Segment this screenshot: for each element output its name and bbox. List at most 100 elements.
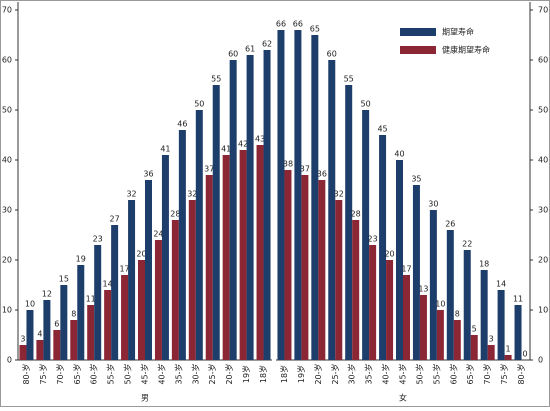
data-label: 28 — [351, 210, 361, 219]
data-label: 27 — [110, 215, 120, 224]
x-tick-label: 19岁 — [241, 365, 251, 383]
bar — [195, 110, 203, 360]
data-label: 3 — [489, 335, 494, 344]
x-tick-label: 30-岁 — [347, 363, 357, 384]
y-tick-label: 10 — [2, 306, 12, 315]
bar — [43, 300, 51, 360]
data-label: 17 — [401, 265, 411, 274]
data-label: 20 — [136, 250, 146, 259]
data-label: 61 — [245, 45, 255, 54]
data-label: 55 — [211, 75, 221, 84]
bar — [161, 155, 169, 360]
data-label: 14 — [496, 280, 506, 289]
data-label: 23 — [93, 235, 103, 244]
data-label: 8 — [455, 310, 460, 319]
x-tick-label: 35-岁 — [173, 363, 183, 384]
bar — [311, 35, 319, 360]
data-label: 40 — [394, 150, 404, 159]
legend-swatch — [400, 28, 436, 36]
bar — [403, 275, 410, 360]
x-tick-label: 80-岁 — [21, 363, 31, 384]
bar — [487, 345, 495, 360]
data-label: 6 — [54, 320, 59, 329]
data-label: 66 — [293, 20, 303, 29]
x-tick-label: 60-岁 — [448, 363, 458, 384]
bar — [318, 180, 326, 360]
y-tick-label: 60 — [538, 56, 548, 65]
bar — [222, 155, 230, 360]
x-axis-label: 男 — [141, 394, 149, 403]
x-tick-label: 18岁 — [279, 365, 289, 383]
bar — [36, 340, 44, 360]
bar — [121, 275, 129, 360]
bar — [328, 60, 336, 360]
data-label: 13 — [418, 285, 428, 294]
data-label: 60 — [327, 50, 337, 59]
y-tick-label: 10 — [538, 306, 548, 315]
x-tick-label: 50-岁 — [123, 363, 133, 384]
data-label: 0 — [522, 350, 527, 359]
data-label: 23 — [368, 235, 378, 244]
data-label: 12 — [42, 290, 52, 299]
bar — [446, 230, 454, 360]
x-axis-label: 女 — [399, 393, 407, 403]
y-tick-label: 50 — [538, 106, 548, 115]
x-tick-label: 25-岁 — [207, 363, 217, 384]
bar — [352, 220, 360, 360]
data-label: 10 — [25, 300, 35, 309]
data-label: 5 — [472, 325, 477, 334]
bar — [53, 330, 61, 360]
data-label: 32 — [187, 190, 197, 199]
bar — [239, 150, 247, 360]
y-tick-label: 60 — [2, 56, 12, 65]
data-label: 50 — [194, 100, 204, 109]
x-tick-label: 18岁 — [258, 365, 268, 383]
x-tick-label: 65-岁 — [72, 363, 82, 384]
data-label: 41 — [221, 145, 231, 154]
bar — [362, 110, 370, 360]
bar — [284, 170, 292, 360]
y-tick-label: 70 — [538, 6, 548, 15]
x-tick-label: 20-岁 — [224, 363, 234, 384]
x-tick-label: 40-岁 — [156, 363, 166, 384]
data-label: 46 — [177, 120, 187, 129]
bar — [335, 200, 343, 360]
y-tick-label: 30 — [538, 206, 548, 215]
x-tick-label: 75-岁 — [499, 363, 509, 384]
bar — [19, 345, 27, 360]
bar — [470, 335, 478, 360]
data-label: 32 — [126, 190, 136, 199]
y-tick-label: 20 — [538, 256, 548, 265]
y-tick-label: 0 — [538, 356, 543, 365]
bar — [263, 50, 271, 360]
bar — [379, 135, 387, 360]
y-tick-label: 40 — [2, 156, 12, 165]
x-tick-label: 50-岁 — [414, 363, 424, 384]
y-tick-label: 0 — [7, 356, 12, 365]
data-label: 14 — [103, 280, 113, 289]
data-label: 19 — [76, 255, 86, 264]
data-label: 28 — [170, 210, 180, 219]
bar — [128, 200, 136, 360]
y-tick-label: 40 — [538, 156, 548, 165]
data-label: 36 — [317, 170, 327, 179]
x-tick-label: 30-岁 — [190, 363, 200, 384]
data-label: 11 — [513, 295, 523, 304]
x-tick-label: 45-岁 — [398, 363, 408, 384]
data-label: 55 — [344, 75, 354, 84]
data-label: 8 — [71, 310, 76, 319]
bar — [436, 310, 444, 360]
bar — [77, 265, 85, 360]
bar — [171, 220, 179, 360]
bar — [138, 260, 145, 360]
bar — [294, 30, 302, 360]
bar — [514, 305, 522, 360]
data-label: 18 — [479, 260, 489, 269]
x-tick-label: 75-岁 — [38, 363, 48, 384]
data-label: 43 — [255, 135, 265, 144]
data-label: 4 — [37, 330, 42, 339]
data-label: 35 — [411, 175, 421, 184]
bar — [229, 60, 237, 360]
bar — [429, 210, 437, 360]
data-label: 32 — [334, 190, 344, 199]
